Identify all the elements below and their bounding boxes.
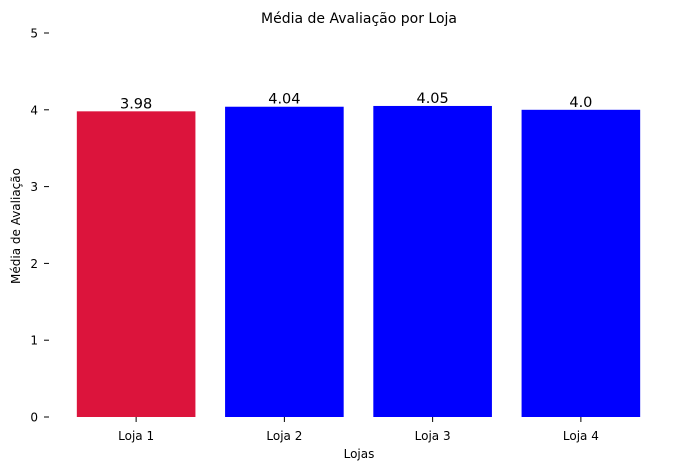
y-tick-label: 3 bbox=[30, 180, 38, 194]
x-axis-label: Lojas bbox=[344, 447, 375, 461]
bar-value-label: 4.05 bbox=[416, 91, 448, 107]
bar-value-label: 4.0 bbox=[569, 95, 592, 111]
y-tick-label: 4 bbox=[30, 103, 38, 117]
x-tick-label: Loja 2 bbox=[266, 429, 302, 443]
y-tick-label: 1 bbox=[30, 334, 38, 348]
x-axis: Loja 1 Loja 2 Loja 3 Loja 4 bbox=[118, 417, 599, 443]
plot-area: 3.98 4.04 4.05 4.0 bbox=[76, 91, 641, 418]
bar-loja-3 bbox=[373, 105, 492, 418]
x-tick-label: Loja 4 bbox=[563, 429, 599, 443]
y-axis-label: Média de Avaliação bbox=[9, 168, 23, 284]
x-tick-label: Loja 3 bbox=[415, 429, 451, 443]
bar-value-label: 4.04 bbox=[268, 92, 300, 108]
x-tick-label: Loja 1 bbox=[118, 429, 154, 443]
y-tick-label: 5 bbox=[30, 27, 38, 41]
chart-title: Média de Avaliação por Loja bbox=[261, 11, 457, 27]
y-tick-label: 0 bbox=[30, 411, 38, 425]
bar-loja-2 bbox=[225, 106, 344, 417]
y-axis: 0 1 2 3 4 5 bbox=[30, 27, 49, 425]
y-tick-label: 2 bbox=[30, 257, 38, 271]
bar-loja-1 bbox=[76, 111, 196, 417]
bar-value-label: 3.98 bbox=[120, 96, 152, 112]
bar-loja-4 bbox=[521, 109, 641, 418]
